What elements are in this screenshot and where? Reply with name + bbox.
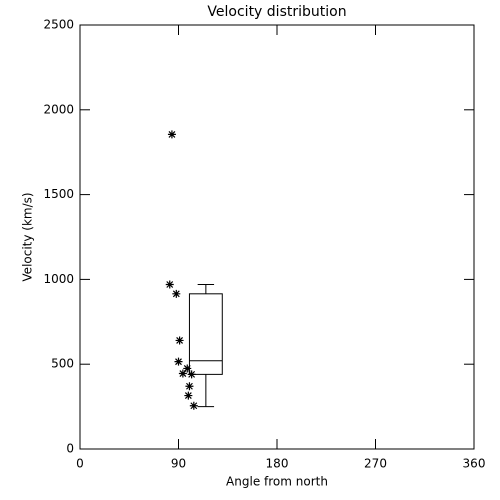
asterisk-point: [183, 364, 192, 373]
y-axis-label: Velocity (km/s): [21, 192, 35, 281]
asterisk-point: [165, 280, 174, 289]
chart-title: Velocity distribution: [207, 4, 346, 20]
box-body: [188, 293, 223, 375]
asterisk-point: [189, 401, 198, 410]
x-tick-label: 270: [364, 457, 387, 471]
y-tick-label: 1500: [43, 187, 74, 201]
x-tick-label: 90: [171, 457, 186, 471]
asterisk-point: [174, 357, 183, 366]
asterisk-point: [172, 289, 181, 298]
asterisk-point: [167, 130, 176, 139]
asterisk-point: [175, 336, 184, 345]
y-tick-label: 1000: [43, 272, 74, 286]
x-tick-label: 360: [463, 457, 486, 471]
asterisk-point: [178, 369, 187, 378]
y-tick-label: 2500: [43, 18, 74, 32]
asterisk-point: [184, 391, 193, 400]
y-tick-label: 500: [51, 357, 74, 371]
x-tick-label: 180: [266, 457, 289, 471]
plot-frame: [79, 24, 475, 450]
y-tick-label: 0: [66, 442, 74, 456]
x-axis-label: Angle from north: [226, 475, 328, 489]
y-tick-label: 2000: [43, 102, 74, 116]
x-tick-label: 0: [76, 457, 84, 471]
asterisk-point: [185, 382, 194, 391]
